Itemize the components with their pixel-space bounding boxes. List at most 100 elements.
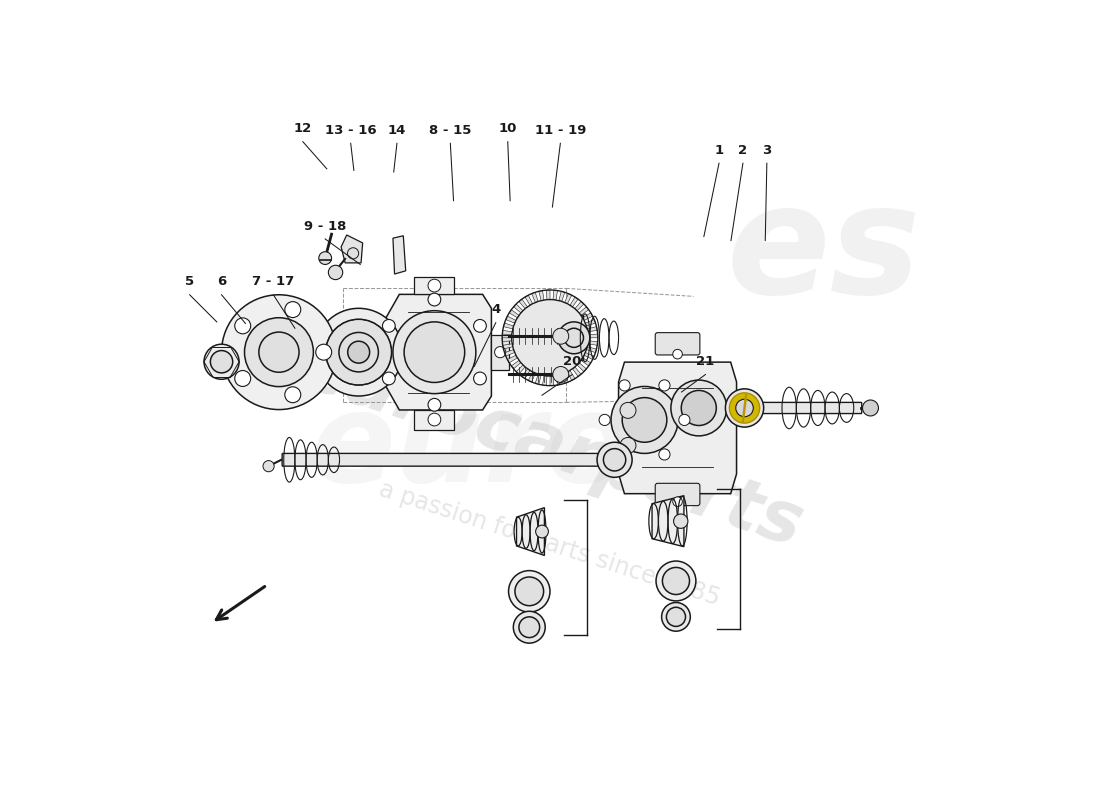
Circle shape — [620, 438, 636, 454]
Text: 12: 12 — [294, 122, 312, 135]
Circle shape — [519, 617, 540, 638]
Polygon shape — [584, 353, 594, 359]
Circle shape — [258, 332, 299, 372]
Text: 20: 20 — [563, 355, 582, 368]
Polygon shape — [588, 334, 597, 338]
Circle shape — [536, 525, 549, 538]
Polygon shape — [415, 410, 454, 430]
Circle shape — [512, 299, 588, 376]
Circle shape — [234, 318, 251, 334]
Circle shape — [558, 322, 590, 354]
Polygon shape — [568, 370, 575, 381]
Polygon shape — [550, 312, 583, 363]
Circle shape — [428, 279, 441, 292]
Polygon shape — [559, 291, 564, 302]
Circle shape — [623, 398, 667, 442]
Circle shape — [383, 372, 395, 385]
Circle shape — [329, 266, 343, 280]
Text: 7 - 17: 7 - 17 — [252, 275, 295, 288]
Circle shape — [204, 344, 239, 379]
FancyBboxPatch shape — [656, 483, 700, 506]
Polygon shape — [503, 330, 513, 335]
Circle shape — [656, 561, 696, 601]
Circle shape — [339, 333, 378, 372]
Text: 2: 2 — [738, 144, 748, 157]
Polygon shape — [393, 236, 406, 274]
Circle shape — [661, 602, 691, 631]
Circle shape — [221, 294, 337, 410]
Polygon shape — [652, 496, 684, 546]
Polygon shape — [506, 316, 516, 323]
Text: es: es — [726, 177, 921, 326]
Circle shape — [234, 370, 251, 386]
Polygon shape — [550, 376, 553, 386]
Circle shape — [597, 442, 632, 478]
Polygon shape — [507, 355, 517, 363]
Text: 21: 21 — [696, 355, 715, 368]
Circle shape — [667, 607, 685, 626]
Circle shape — [319, 252, 331, 265]
Circle shape — [673, 514, 688, 528]
Text: euro: euro — [311, 387, 632, 508]
Circle shape — [564, 328, 583, 347]
Circle shape — [662, 567, 690, 594]
Circle shape — [619, 380, 630, 391]
Polygon shape — [514, 304, 522, 313]
Polygon shape — [579, 306, 588, 315]
Circle shape — [316, 344, 332, 360]
Polygon shape — [562, 373, 569, 383]
Text: 5: 5 — [185, 275, 195, 288]
Circle shape — [736, 399, 754, 417]
FancyBboxPatch shape — [656, 333, 700, 355]
Circle shape — [428, 293, 441, 306]
Polygon shape — [581, 358, 591, 366]
Text: 6: 6 — [217, 275, 227, 288]
Text: eurocarparts: eurocarparts — [289, 334, 811, 562]
Circle shape — [600, 414, 610, 426]
Polygon shape — [556, 375, 561, 385]
Circle shape — [383, 319, 395, 332]
Circle shape — [619, 449, 630, 460]
Polygon shape — [585, 319, 595, 326]
Polygon shape — [525, 295, 532, 305]
Circle shape — [553, 366, 569, 382]
Circle shape — [610, 386, 678, 454]
Polygon shape — [575, 302, 584, 310]
Polygon shape — [521, 369, 530, 378]
Polygon shape — [587, 341, 597, 346]
Circle shape — [659, 380, 670, 391]
Polygon shape — [542, 376, 547, 386]
Text: 4: 4 — [492, 303, 500, 316]
Polygon shape — [503, 344, 513, 349]
FancyBboxPatch shape — [282, 454, 619, 466]
Polygon shape — [572, 367, 581, 377]
Circle shape — [348, 248, 359, 259]
Polygon shape — [517, 508, 544, 555]
Polygon shape — [587, 326, 597, 332]
Polygon shape — [512, 360, 521, 369]
Text: 10: 10 — [498, 122, 517, 135]
Polygon shape — [492, 334, 509, 370]
Circle shape — [508, 570, 550, 612]
Polygon shape — [503, 338, 512, 342]
Polygon shape — [531, 292, 538, 302]
Polygon shape — [505, 350, 515, 356]
Polygon shape — [415, 277, 454, 294]
Circle shape — [725, 389, 763, 427]
Polygon shape — [536, 374, 541, 384]
Circle shape — [210, 350, 233, 373]
Text: 11 - 19: 11 - 19 — [535, 124, 586, 137]
Polygon shape — [539, 290, 544, 301]
Circle shape — [659, 449, 670, 460]
Polygon shape — [570, 297, 579, 307]
Polygon shape — [528, 372, 536, 382]
Polygon shape — [553, 290, 558, 300]
Circle shape — [604, 449, 626, 471]
Polygon shape — [504, 323, 514, 329]
Circle shape — [553, 328, 569, 344]
Circle shape — [862, 400, 879, 416]
Circle shape — [474, 372, 486, 385]
Circle shape — [515, 577, 543, 606]
Circle shape — [285, 386, 300, 402]
Circle shape — [673, 350, 682, 359]
